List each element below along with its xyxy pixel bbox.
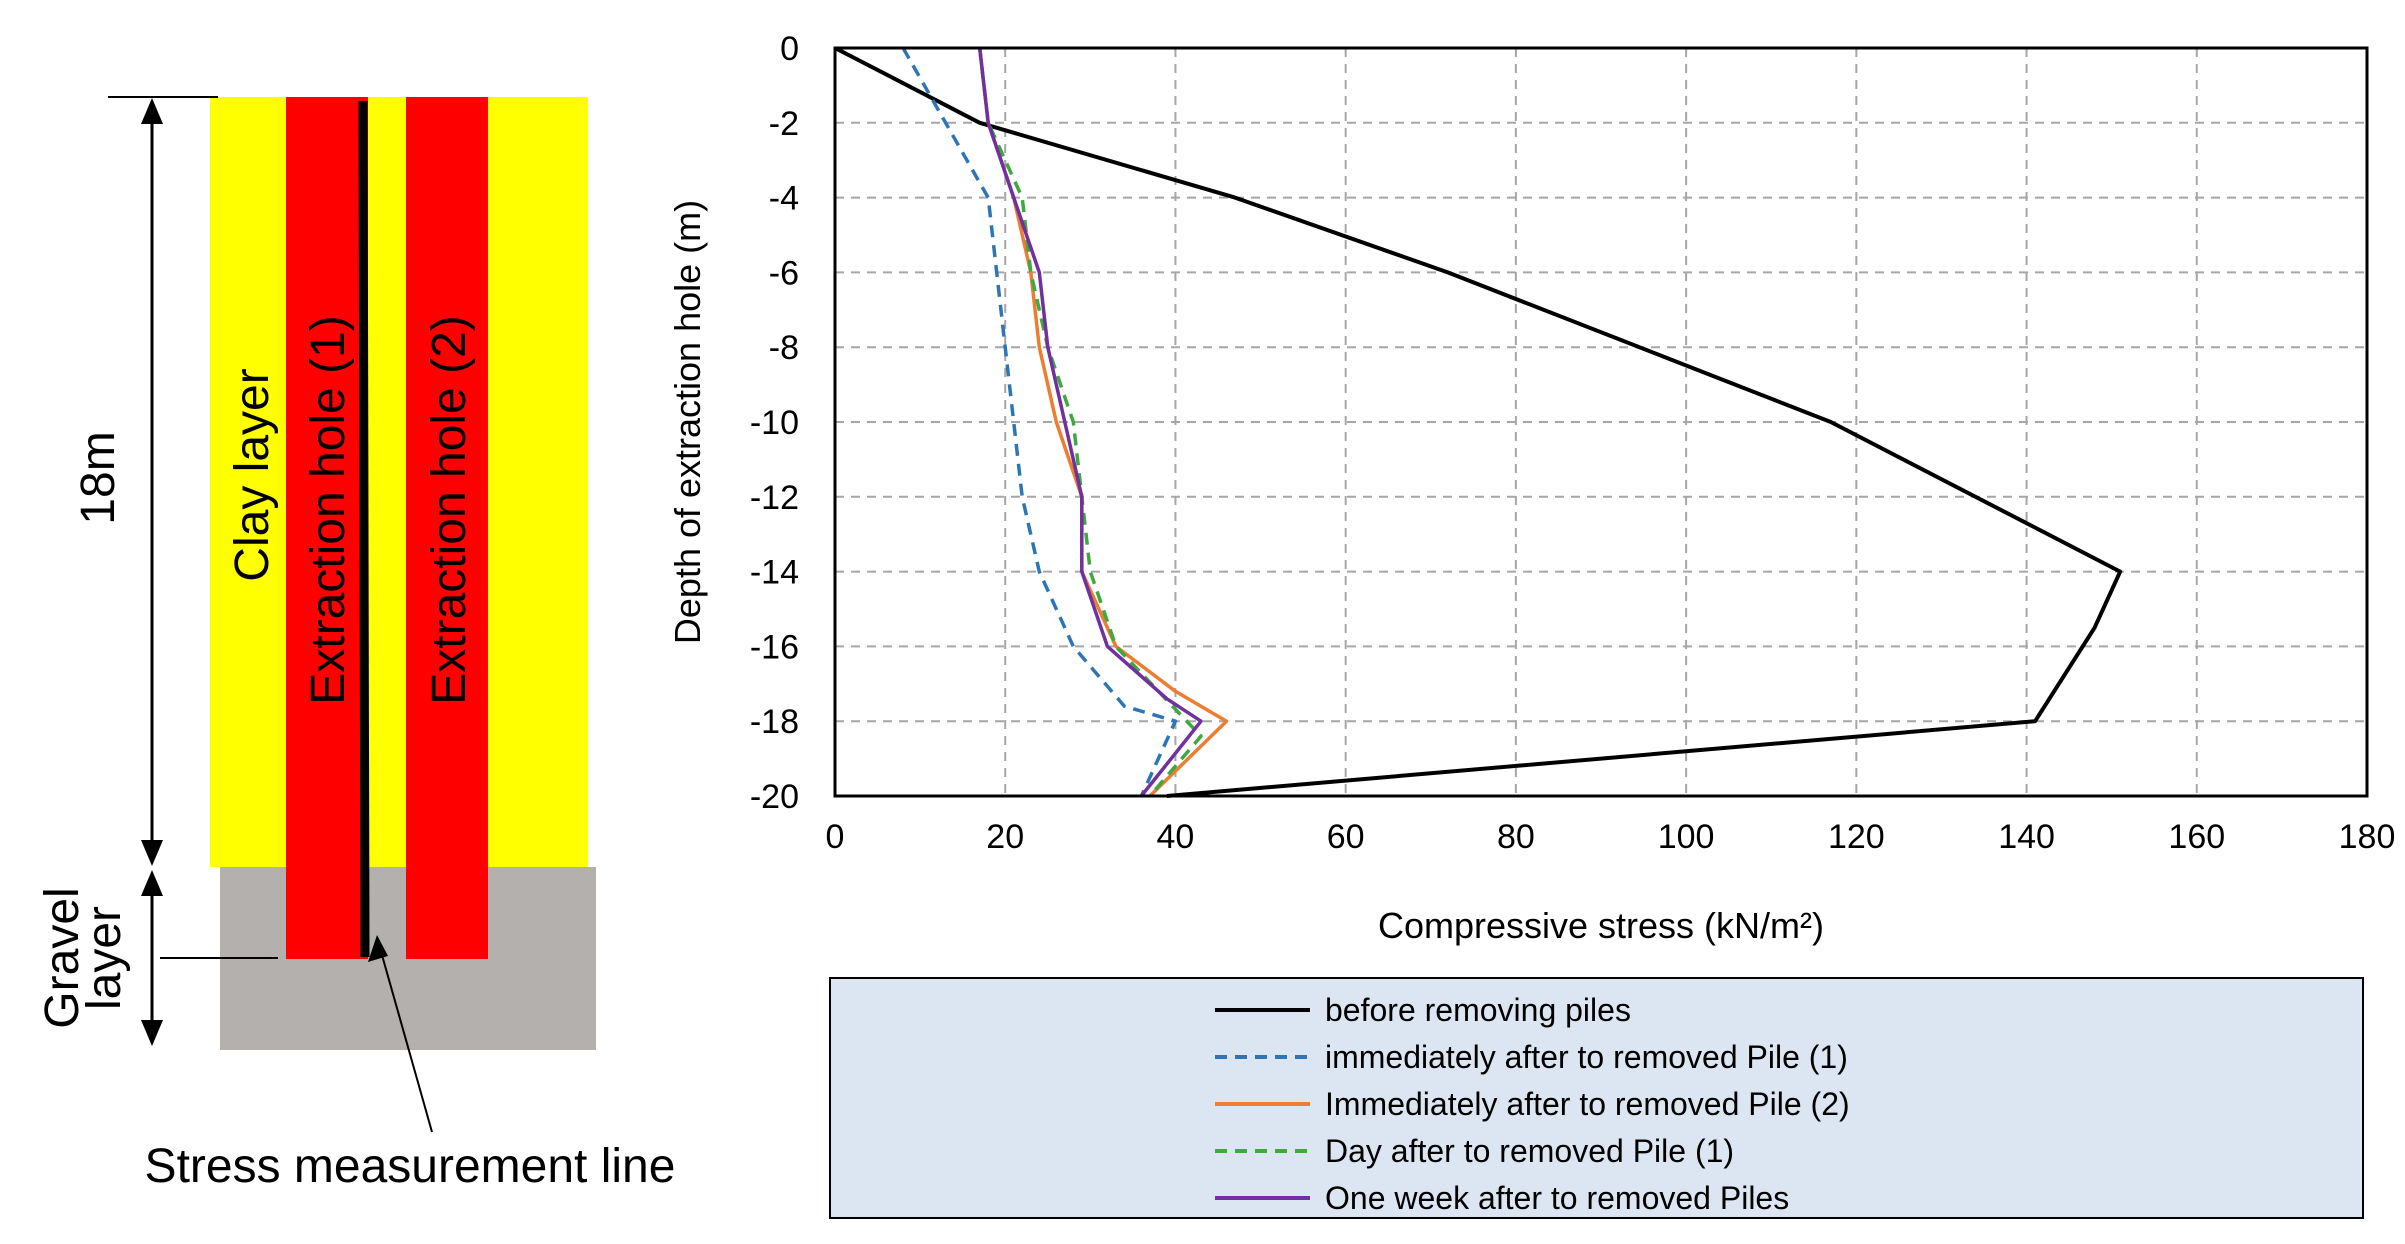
legend: before removing piles immediately after t… (829, 977, 2364, 1219)
clay-layer-block (210, 97, 588, 867)
x-tick-label: 20 (986, 818, 1024, 856)
x-tick-label: 60 (1327, 818, 1365, 856)
depth-label: 18m (72, 431, 125, 524)
arrow-down-icon (141, 840, 163, 866)
x-tick-label: 80 (1497, 818, 1535, 856)
y-tick-label: -2 (769, 105, 799, 143)
x-tick-label: 120 (1828, 818, 1885, 856)
clay-layer-label: Clay layer (226, 368, 279, 581)
y-tick-label: -12 (750, 479, 799, 517)
gravel-label-line2: layer (78, 906, 131, 1010)
y-tick-label: -10 (750, 404, 799, 442)
x-tick-label: 40 (1157, 818, 1195, 856)
series-line-1 (901, 47, 1178, 797)
stress-line-pointer (379, 947, 433, 1133)
arrow-up-icon (141, 98, 163, 124)
y-tick-label: -8 (769, 329, 799, 367)
y-tick-label: -4 (769, 180, 799, 218)
chart: 0 20 40 60 80 100 120 140 160 180 0 -2 -4 -6 -8 -10 -12… (667, 30, 2395, 946)
x-tick-label: 0 (826, 818, 845, 856)
extraction-hole-2 (406, 97, 488, 959)
y-tick-label: -14 (750, 554, 799, 592)
arrow-pointer-icon (368, 935, 388, 962)
y-tick-label: -6 (769, 254, 799, 292)
arrow-down-icon (141, 1020, 163, 1046)
legend-items: before removing piles immediately after t… (1215, 992, 1850, 1216)
x-tick-label: 100 (1658, 818, 1715, 856)
gravel-label-line1: Gravel (36, 887, 89, 1028)
x-tick-labels: 0 20 40 60 80 100 120 140 160 180 (826, 818, 2396, 856)
legend-label-0: before removing piles (1325, 992, 1631, 1028)
extraction-hole-1-label: Extraction hole (1) (302, 315, 355, 705)
legend-label-1: immediately after to removed Pile (1) (1325, 1039, 1848, 1075)
y-axis-title: Depth of extraction hole (m) (667, 200, 708, 644)
y-tick-label: 0 (780, 30, 799, 68)
y-tick-label: -18 (750, 703, 799, 741)
soil-diagram: 18m Clay layer Extraction hole (1) Extra… (36, 96, 676, 1193)
series-line-4 (977, 47, 1203, 798)
y-tick-labels: 0 -2 -4 -6 -8 -10 -12 -14 -16 -18 -20 (750, 30, 799, 816)
x-tick-label: 160 (2168, 818, 2225, 856)
legend-label-3: Day after to removed Pile (1) (1325, 1133, 1734, 1169)
plot-area-border (833, 46, 2369, 798)
legend-label-4: One week after to removed Piles (1325, 1180, 1789, 1216)
legend-label-2: Immediately after to removed Pile (2) (1325, 1086, 1850, 1122)
y-tick-label: -20 (750, 778, 799, 816)
extraction-hole-1 (286, 97, 368, 959)
x-tick-label: 140 (1998, 818, 2055, 856)
arrow-up-icon (141, 870, 163, 896)
chart-grid (835, 48, 2367, 796)
chart-series (834, 46, 2123, 798)
stress-measurement-line (358, 100, 370, 958)
x-tick-label: 180 (2339, 818, 2396, 856)
x-axis-title: Compressive stress (kN/m²) (1378, 905, 1824, 946)
series-line-0 (834, 46, 2123, 798)
stress-line-label: Stress measurement line (145, 1140, 676, 1193)
legend-box (829, 977, 2364, 1219)
y-tick-label: -16 (750, 628, 799, 666)
extraction-hole-2-label: Extraction hole (2) (423, 315, 476, 705)
